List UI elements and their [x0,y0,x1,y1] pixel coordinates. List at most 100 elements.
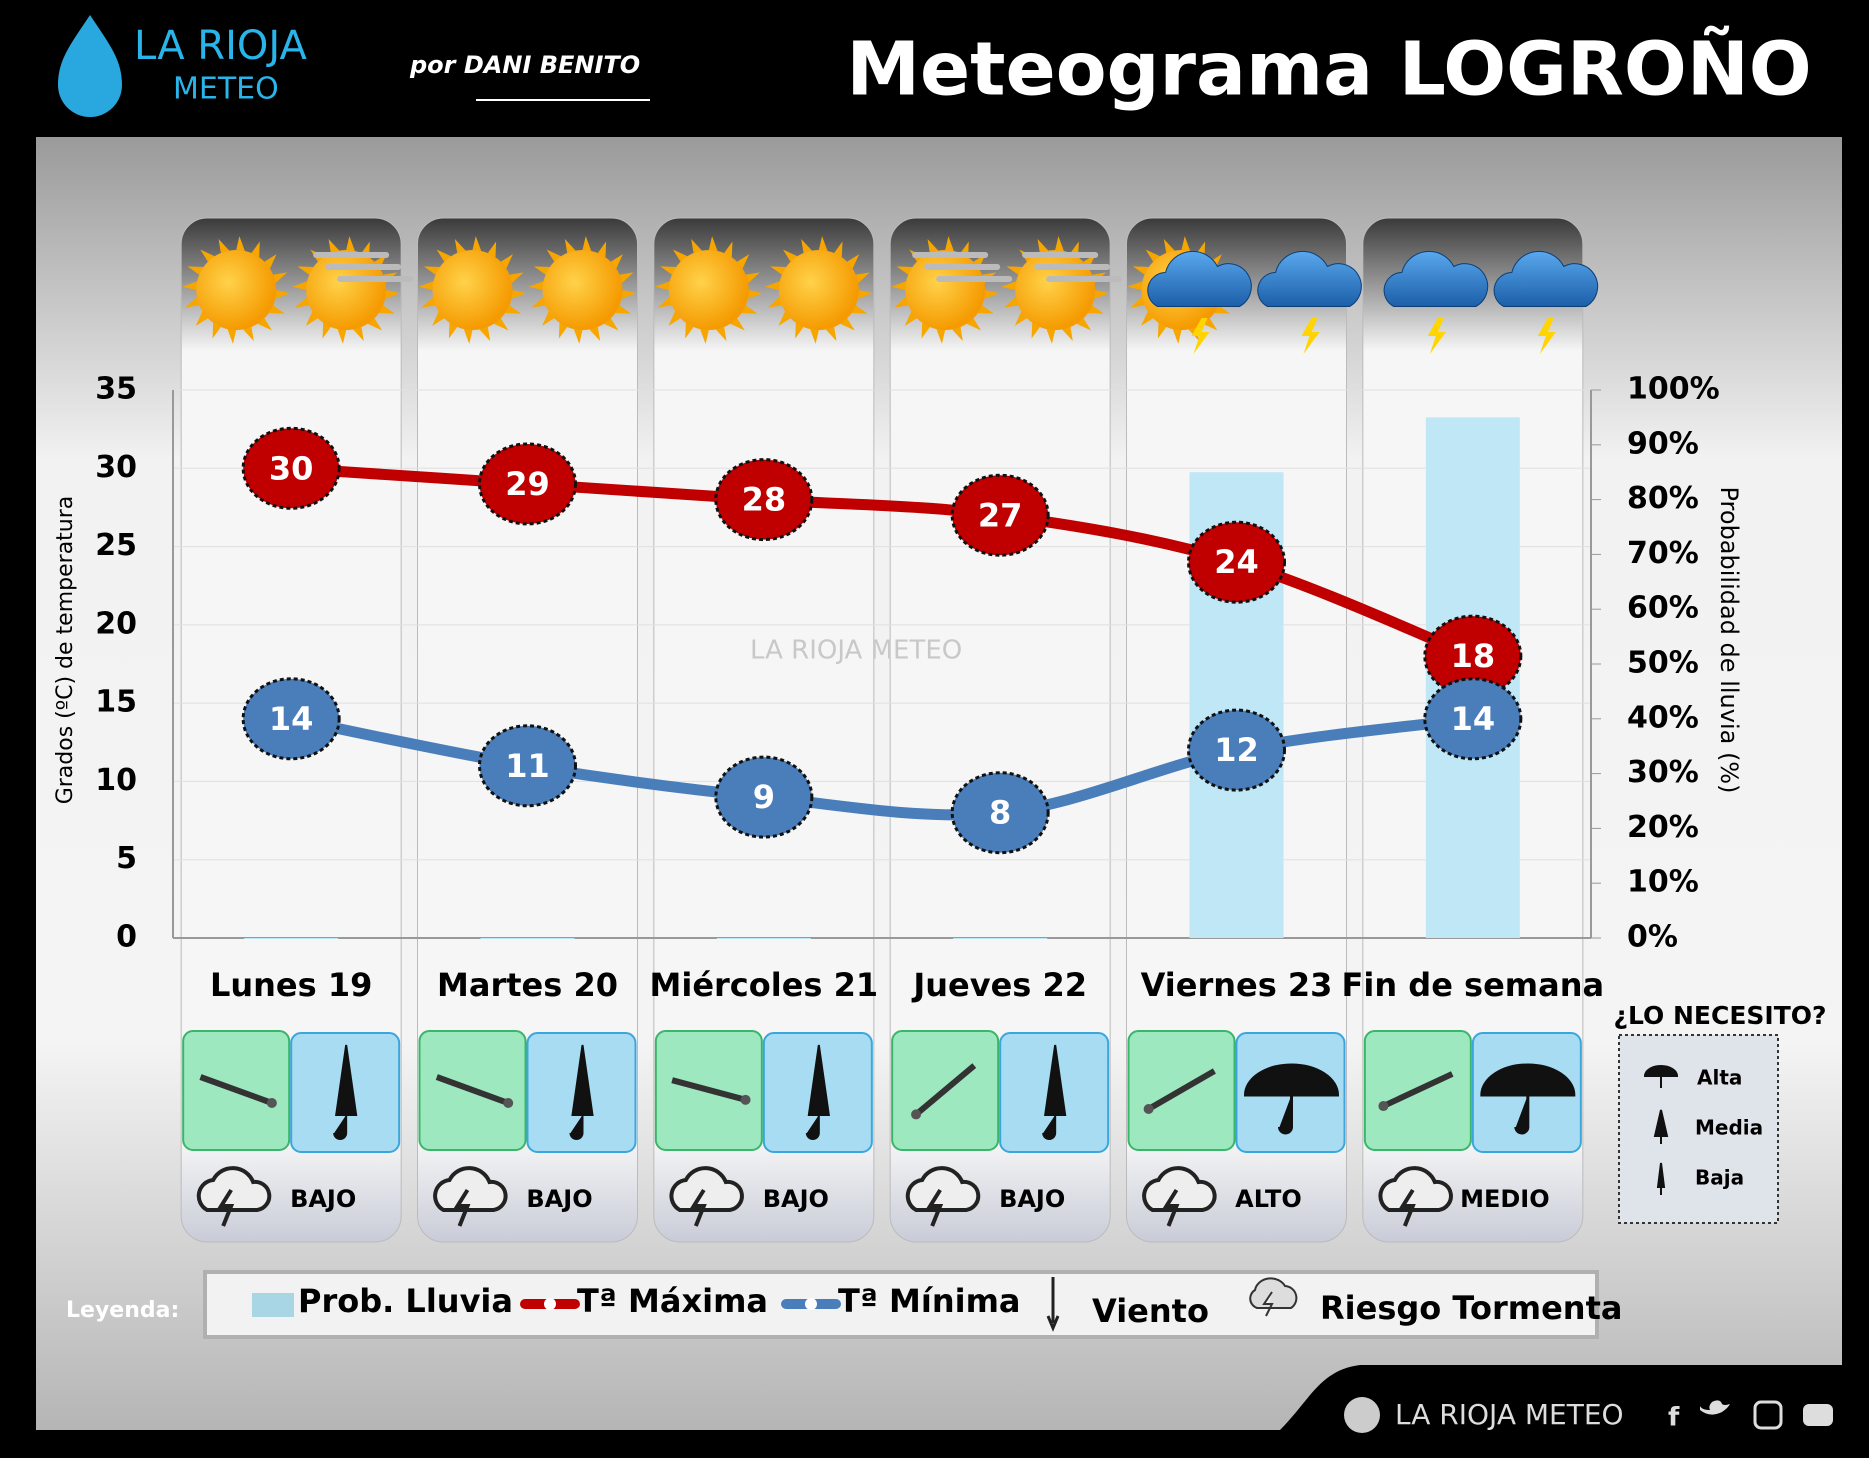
sun-icon [196,250,277,330]
logo-drop [58,15,122,117]
y-tick-label: 5 [116,841,137,876]
wind-arrow-head [911,1109,922,1120]
temp-marker [714,458,814,542]
rain-bar [480,938,575,939]
temp-marker [1187,520,1286,604]
storm-risk: BAJO [526,1185,592,1213]
data-label: 8 [989,794,1011,832]
temp-marker [241,426,341,510]
rain-bar [953,938,1048,939]
rain-bar [244,938,339,939]
y-tick-label: 30 [95,450,137,485]
data-label: 28 [742,481,787,519]
wind-legend-icon [1046,1277,1060,1332]
legend-extra: Riesgo Tormenta [1320,1289,1622,1327]
x-tick-label: Lunes 19 [210,966,372,1004]
temp-marker [241,677,341,761]
wind-arrow [1147,1068,1216,1112]
cloud-icon [1257,250,1362,307]
chart-title: Meteograma LOGROÑO [846,25,1811,113]
data-label: 14 [1451,700,1496,738]
temp-marker [714,755,814,839]
temp-marker [478,442,577,526]
y2-tick-label: 100% [1627,372,1720,407]
storm-bolt [1399,1188,1416,1227]
wind-arrow-head [266,1097,277,1108]
temp-marker [950,473,1050,557]
rain-bar [716,938,811,939]
x-tick-label: Miércoles 21 [650,966,879,1004]
legend-swatch [252,1293,294,1317]
umbrella-open-icon [1643,1065,1679,1088]
author: por DANI BENITO [409,51,640,79]
bolt-icon [1191,318,1210,354]
watermark: LA RIOJA METEO [750,636,962,666]
legend-swatch-dot [805,1298,817,1310]
storm-risk: BAJO [290,1185,356,1213]
cloud-icon [1147,250,1252,307]
temp-marker [478,724,577,808]
y2-axis-title: Probabilidad de lluvia (%) [1715,487,1743,794]
social-icon [1700,1400,1730,1415]
storm-icon [669,1166,744,1212]
storm-bolt [1162,1188,1180,1227]
sun-icon [306,250,387,330]
y-tick-label: 0 [116,920,137,955]
storm-risk: BAJO [999,1185,1065,1213]
logo-top: LA RIOJA [134,23,307,69]
day-column [889,217,1111,1243]
storm-risk: ALTO [1235,1185,1302,1213]
data-label: 12 [1214,731,1259,769]
footer-shape [1280,1365,1869,1458]
umbrella-level: Media [1695,1116,1763,1140]
bolt-icon [1427,318,1446,354]
logo-bottom: METEO [173,72,279,107]
y2-tick-label: 40% [1627,700,1699,735]
storm-icon [1378,1166,1453,1212]
y2-tick-label: 70% [1627,536,1699,571]
data-label: 11 [505,747,550,785]
wind-arrow-head [503,1097,514,1108]
umbrella-open [1480,1063,1576,1135]
data-label: 24 [1214,543,1259,581]
legend-extra: Viento [1092,1292,1209,1330]
social-icon [1753,1400,1783,1430]
umbrella-level: Alta [1697,1066,1742,1090]
umbrella-legend-title: ¿LO NECESITO? [1613,1001,1826,1030]
temp-marker [1187,708,1286,792]
storm-bolt [690,1188,707,1227]
sun-icon [432,250,513,330]
y2-tick-label: 30% [1627,755,1699,790]
wind-arrow [435,1074,510,1106]
wind-arrow-head [1378,1101,1389,1112]
umbrella-level: Baja [1695,1166,1744,1190]
y2-tick-label: 0% [1627,920,1678,955]
legend-entry: Tª Máxima [577,1282,768,1320]
legend-label: Leyenda: [66,1298,179,1323]
sun-icon [668,250,749,330]
data-label: 18 [1451,637,1496,675]
social-icon [1803,1404,1833,1426]
y2-tick-label: 50% [1627,646,1699,681]
plot: 0 5 10 15 20 25 30 35 0% 10% 20% 30% 40% 50% 60% 70% 80%… [95,372,1719,955]
y-tick-label: 10 [95,763,137,798]
storm-icon [433,1166,508,1212]
umbrella-closed [805,1044,830,1140]
day-column [653,217,875,1243]
legend-box [203,1270,1599,1339]
storm-bolt [217,1188,235,1227]
temp-marker [1423,677,1523,761]
umbrella-closed [1042,1044,1067,1140]
wind-arrow-head [1143,1104,1154,1114]
legend-entry: Prob. Lluvia [298,1282,513,1320]
umbrella-open [1243,1063,1340,1135]
legend-entry: Tª Mínima [838,1282,1021,1320]
umbrella-closed-icon [1656,1162,1666,1195]
storm-legend-icon [1249,1277,1298,1317]
data-label: 9 [753,778,775,816]
temp-marker [950,771,1050,855]
wind-arrow-head [740,1094,751,1105]
wind-arrow [1382,1071,1454,1109]
umbrella-legend-box [1618,1034,1779,1224]
storm-icon [905,1166,981,1212]
